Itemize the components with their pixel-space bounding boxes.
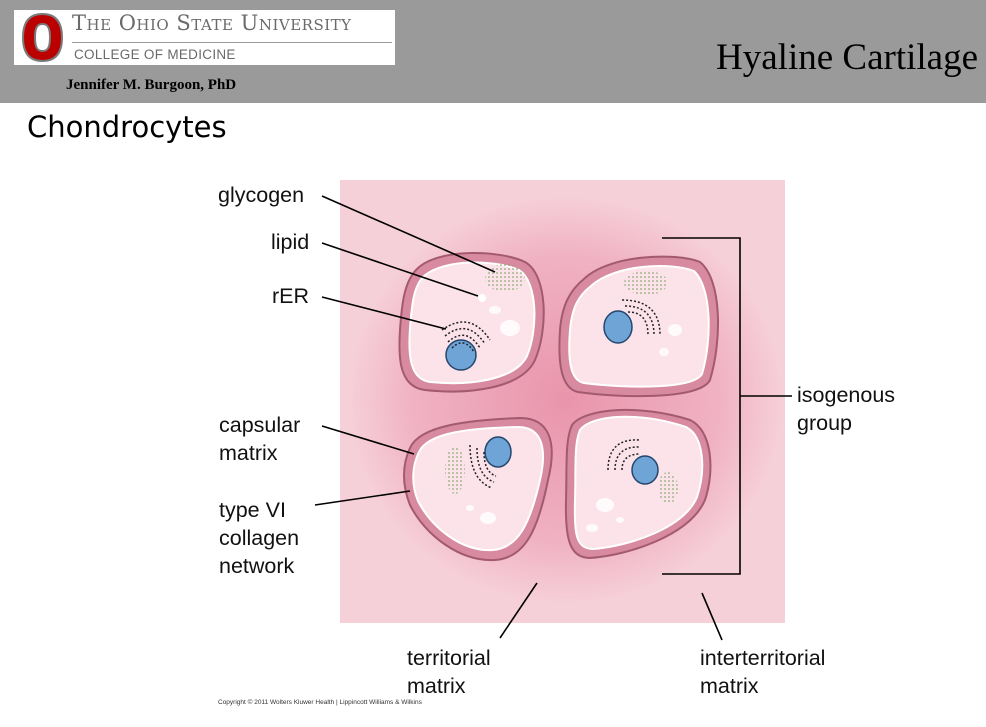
leader-lines [314,195,792,641]
label-rer: rER [272,284,310,308]
label-capsular-matrix: capsular matrix [219,411,300,467]
label-line: group [797,411,852,435]
slide-header: The Ohio State University COLLEGE OF MED… [0,0,986,103]
label-line: isogenous [797,383,896,407]
label-line: territorial [407,646,491,670]
label-type-vi-collagen: type VI collagen network [219,496,299,580]
author-name: Jennifer M. Burgoon, PhD [66,77,237,93]
territorial-matrix-area [348,195,784,605]
copyright-notice: Copyright © 2011 Wolters Kluwer Health |… [218,699,422,706]
label-isogenous-group: isogenous group [797,381,895,437]
label-territorial-matrix: territorial matrix [407,644,491,700]
label-line: interterritorial [700,646,826,670]
label-line: collagen [219,526,300,550]
university-name: The Ohio State University [72,11,352,35]
label-line: network [219,554,295,578]
chondrocyte-cell-bottom-left [403,416,553,562]
label-glycogen: glycogen [218,183,305,207]
label-line: capsular [219,413,301,437]
chondrocyte-cell-top-right [558,255,720,398]
nucleus [603,310,633,344]
label-line: matrix [407,674,466,698]
label-interterritorial-matrix: interterritorial matrix [700,644,825,700]
logo-divider [72,42,392,43]
nucleus [631,455,659,485]
nucleus [445,339,477,371]
college-name: COLLEGE OF MEDICINE [74,47,236,62]
label-line: type VI [219,498,286,522]
chondrocyte-cell-bottom-right [564,408,712,560]
label-line: matrix [219,441,278,465]
chondrocyte-cell-top-left [398,251,545,393]
slide-subtitle: Chondrocytes [27,110,227,144]
slide-title: Hyaline Cartilage [716,37,978,78]
label-line: matrix [700,674,759,698]
osu-block-o-icon [17,12,68,63]
nucleus [484,436,512,468]
osu-logo-box: The Ohio State University COLLEGE OF MED… [14,10,395,65]
label-lipid: lipid [271,230,310,254]
